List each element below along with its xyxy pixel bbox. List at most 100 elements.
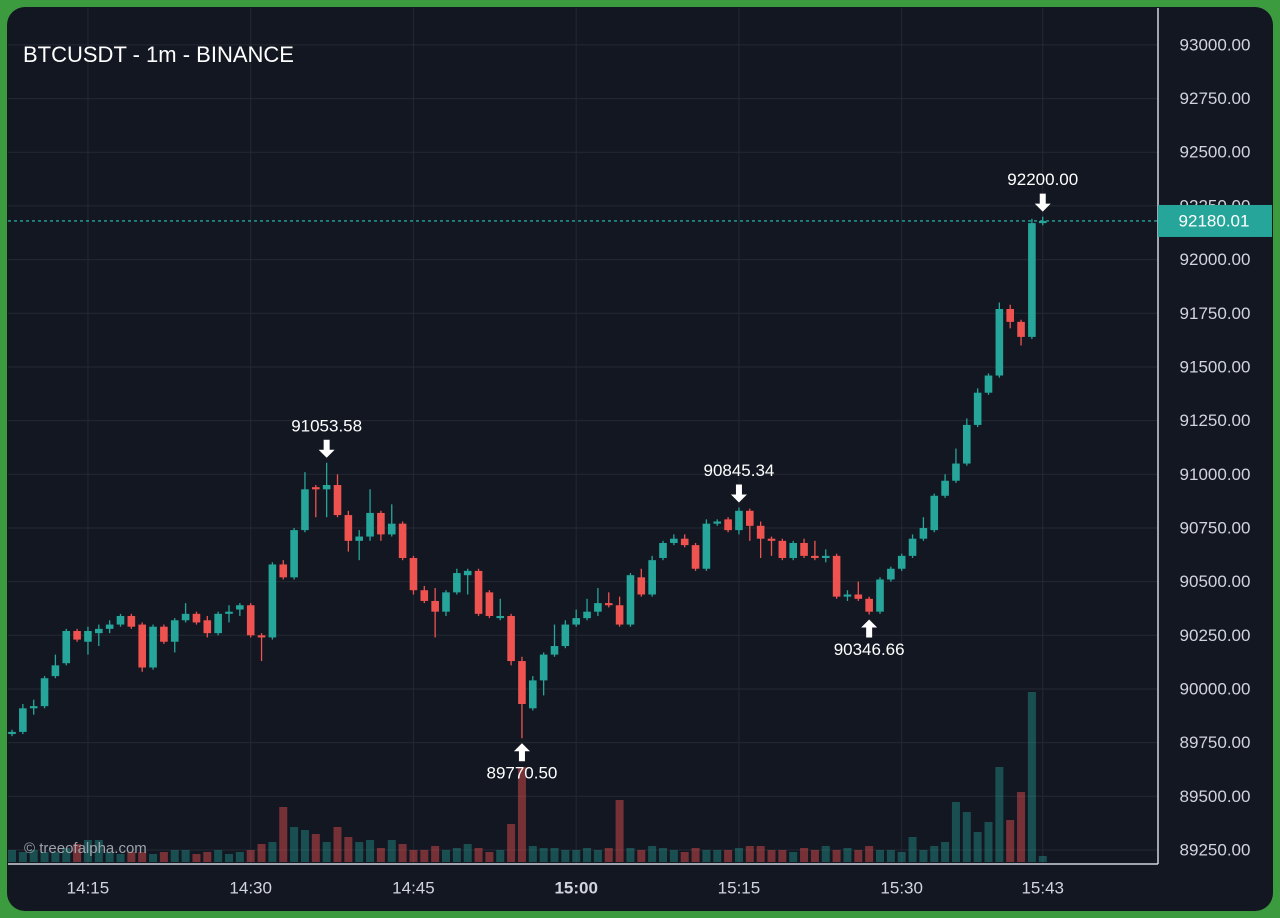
candle-body (930, 495, 939, 531)
marker-label: 90845.34 (703, 461, 774, 480)
volume-bar (637, 850, 646, 862)
candle-body (604, 603, 613, 606)
volume-bar (659, 848, 667, 862)
candle-body (398, 523, 407, 559)
volume-bar (702, 850, 711, 862)
volume-bar (821, 846, 830, 862)
chart-title: BTCUSDT - 1m - BINANCE (23, 42, 294, 67)
candle-body (301, 489, 309, 531)
x-tick-label: 14:15 (67, 878, 110, 897)
volume-bar (398, 844, 407, 862)
candle-body (648, 560, 656, 595)
volume-bar (409, 850, 418, 862)
candle-body (887, 568, 895, 580)
volume-bar (149, 854, 158, 862)
volume-bar (290, 827, 299, 862)
candle-body (420, 590, 429, 601)
candle-body (767, 538, 776, 541)
candle-body (550, 646, 559, 655)
marker-label: 92200.00 (1007, 170, 1078, 189)
volume-bar (452, 848, 461, 862)
volume-bar (268, 842, 277, 862)
volume-bar (789, 852, 798, 862)
volume-bar (333, 827, 342, 862)
candle-body (908, 538, 917, 556)
candle-body (713, 521, 722, 524)
volume-bar (615, 800, 624, 862)
candle-body (572, 618, 580, 625)
volume-bar (626, 848, 635, 862)
y-tick-label: 89500.00 (1180, 787, 1251, 806)
volume-bar (572, 850, 581, 862)
candle-body (485, 592, 494, 616)
volume-bar (984, 822, 993, 862)
candle-body (181, 613, 190, 621)
y-tick-label: 92500.00 (1180, 143, 1251, 162)
volume-bar (159, 852, 168, 862)
candle-body (691, 545, 700, 569)
volume-bar (279, 807, 288, 862)
candle-body (322, 485, 331, 490)
candle-body (8, 731, 16, 735)
marker-arrow (1034, 193, 1051, 212)
volume-bar (73, 844, 82, 862)
volume-bar (431, 846, 440, 862)
volume-bar (83, 840, 92, 862)
x-tick-label: 14:30 (229, 878, 272, 897)
candle-body (73, 631, 81, 640)
volume-bar (507, 824, 516, 862)
volume-bar (485, 852, 494, 862)
volume-bar (40, 852, 49, 862)
candle-body (518, 661, 526, 704)
candle-body (1017, 321, 1025, 337)
volume-bar (854, 850, 863, 862)
volume-bar (800, 848, 809, 862)
candle-body (865, 598, 873, 612)
y-tick-label: 90500.00 (1180, 572, 1251, 591)
candle-body (453, 573, 461, 593)
candle-body (355, 536, 363, 541)
volume-bar (897, 852, 906, 862)
volume-bar (734, 848, 743, 862)
candle-body (366, 512, 374, 537)
candle-body (496, 615, 505, 619)
volume-bar (713, 850, 722, 862)
candle-body (29, 706, 38, 709)
marker-label: 91053.58 (291, 416, 362, 435)
last-price-label: 92180.01 (1179, 211, 1250, 230)
volume-bar (973, 832, 982, 862)
candle-body (246, 605, 255, 636)
candle-body (670, 538, 678, 543)
candle-body (594, 603, 602, 612)
volume-bar (322, 842, 331, 862)
candle-body (843, 594, 852, 597)
candle-body (257, 635, 266, 638)
volume-bar (843, 848, 852, 862)
volume-bar (680, 852, 689, 862)
y-tick-label: 93000.00 (1180, 35, 1251, 54)
candle-body (735, 510, 743, 531)
candle-body (463, 570, 472, 576)
candle-body (442, 592, 450, 612)
volume-bar (116, 854, 125, 862)
y-tick-label: 90250.00 (1180, 626, 1251, 645)
x-tick-label: 15:30 (880, 878, 923, 897)
volume-bar (1038, 856, 1047, 862)
candle-body (539, 654, 548, 681)
volume-bar (919, 850, 928, 862)
volume-bar (376, 848, 385, 862)
volume-bar (669, 850, 678, 862)
volume-bar (225, 854, 233, 862)
candle-body (170, 620, 179, 642)
candle-body (387, 523, 396, 535)
volume-bar (886, 850, 895, 862)
last-price-tag (1158, 204, 1272, 237)
candle-body (127, 615, 136, 627)
candle-body (832, 555, 841, 597)
volume-bar (745, 846, 754, 862)
volume-bar (257, 844, 266, 862)
volume-bar (995, 767, 1004, 862)
volume-bar (930, 846, 939, 862)
candle-body (1038, 220, 1047, 224)
candle-body (876, 579, 884, 612)
